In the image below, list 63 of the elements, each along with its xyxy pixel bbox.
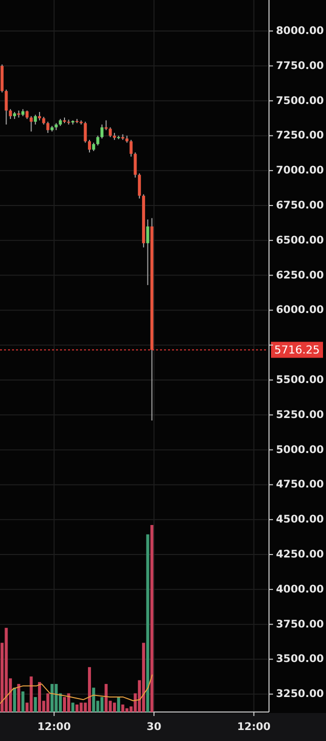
- bar: [142, 642, 146, 712]
- y-tick-label: 7000.00: [276, 164, 324, 177]
- bar: [21, 691, 24, 712]
- x-tick-label: 12:00: [37, 721, 71, 733]
- y-tick-label: 4000.00: [276, 583, 324, 596]
- candlestick: [4, 89, 8, 126]
- candlestick: [84, 121, 87, 144]
- y-tick-label: 3750.00: [276, 618, 324, 630]
- x-tick-label: 30: [146, 721, 162, 733]
- candlestick: [30, 116, 33, 132]
- y-tick-label: 4250.00: [276, 548, 324, 561]
- candlestick: [146, 218, 150, 286]
- candlestick: [134, 152, 137, 178]
- bar: [13, 688, 16, 712]
- bar: [30, 676, 33, 712]
- bar: [38, 682, 42, 712]
- bar: [17, 684, 20, 712]
- candlestick: [96, 135, 100, 146]
- y-tick-label: 3500.00: [276, 653, 324, 666]
- bar: [46, 693, 50, 712]
- y-tick-label: 5000.00: [276, 444, 324, 456]
- x-tick-label: 12:00: [237, 721, 271, 733]
- bar: [121, 704, 124, 712]
- bar: [71, 702, 74, 712]
- y-tick-label: 6500.00: [276, 234, 324, 246]
- y-tick-label: 8000.00: [276, 24, 324, 37]
- bar: [104, 684, 108, 712]
- y-tick-label: 7500.00: [276, 94, 324, 107]
- y-tick-label: 7250.00: [276, 130, 324, 142]
- candlestick: [100, 124, 104, 139]
- bar: [150, 525, 154, 712]
- candlestick: [108, 126, 112, 138]
- y-tick-label: 6000.00: [276, 304, 324, 316]
- bar: [100, 697, 104, 712]
- bar: [146, 534, 150, 712]
- y-tick-label: 6250.00: [276, 269, 324, 282]
- bar: [4, 628, 8, 712]
- y-tick-label: 5250.00: [276, 408, 324, 421]
- y-tick-label: 3250.00: [276, 688, 324, 700]
- bar: [34, 697, 37, 712]
- y-tick-label: 7750.00: [276, 60, 324, 72]
- bar: [92, 688, 96, 712]
- bar: [125, 708, 128, 712]
- bar: [117, 697, 120, 712]
- candlestick: [46, 121, 50, 134]
- bar: [50, 684, 54, 712]
- bar: [112, 702, 116, 712]
- candlestick: [88, 139, 91, 153]
- y-tick-label: 4500.00: [276, 514, 324, 526]
- bar: [67, 693, 70, 712]
- candlestick: [34, 114, 37, 126]
- y-tick-label: 6750.00: [276, 200, 324, 212]
- y-tick-label: 4750.00: [276, 478, 324, 491]
- bar: [75, 704, 78, 712]
- bar: [88, 667, 91, 712]
- bar: [63, 697, 66, 712]
- y-tick-label: 5500.00: [276, 374, 324, 386]
- candlestick: [138, 172, 141, 200]
- bar: [54, 684, 58, 712]
- ref-line-label: 5716.25: [274, 343, 320, 356]
- candlestick: [8, 108, 12, 120]
- bar: [80, 702, 83, 712]
- candlestick: [130, 139, 133, 158]
